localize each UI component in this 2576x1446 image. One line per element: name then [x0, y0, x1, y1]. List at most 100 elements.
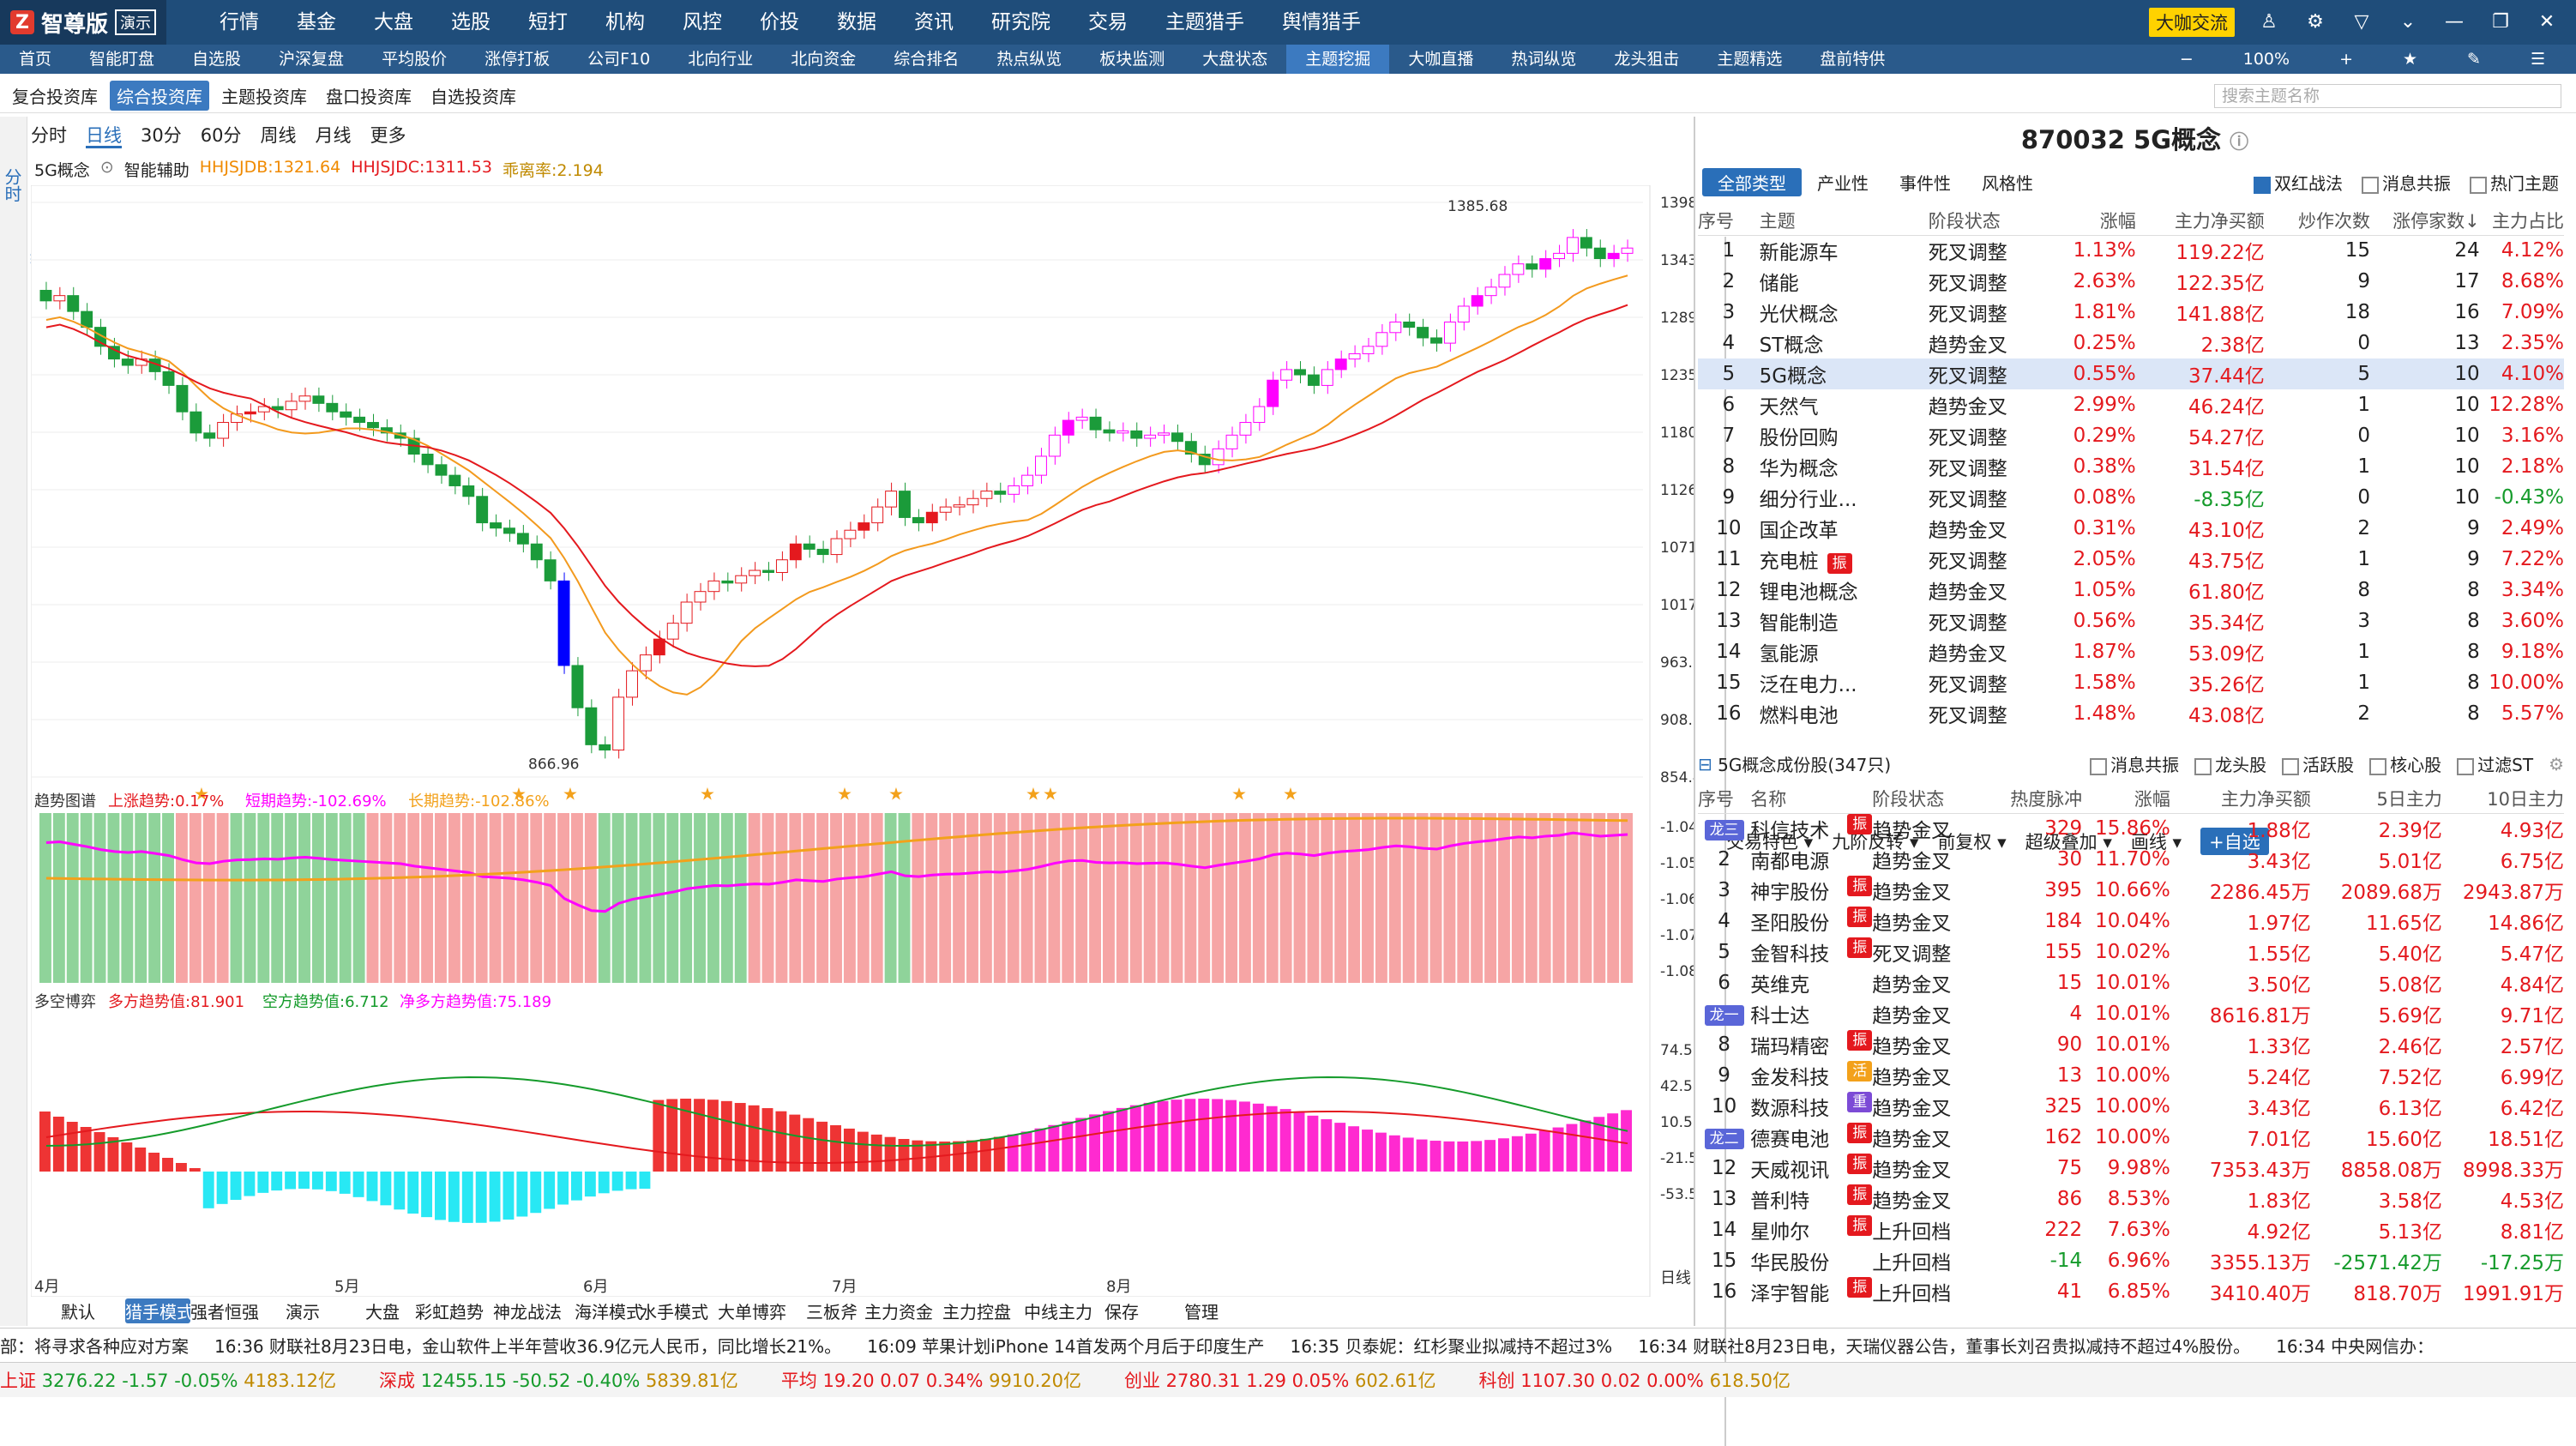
tab-item[interactable]: 沪深复盘: [279, 50, 345, 69]
index-quote[interactable]: 创业 2780.31 1.29 0.05% 602.61亿: [1123, 1371, 1436, 1391]
mode-tab[interactable]: 主力资金: [864, 1301, 933, 1322]
kline-chart[interactable]: 1398.18 1343.80 1289.43 1235.06 1180.69 1126.…: [31, 185, 1694, 1297]
theme-row[interactable]: 3 光伏概念 死叉调整 1.81% 141.88亿 18 16 7.09%: [1698, 297, 2564, 328]
period-tab[interactable]: 日线: [86, 125, 122, 148]
mode-tab[interactable]: 默认: [61, 1301, 95, 1322]
skin-icon[interactable]: ▽: [2354, 11, 2369, 33]
tab-item[interactable]: 北向资金: [791, 50, 857, 69]
tab-item[interactable]: 大盘状态: [1202, 50, 1268, 69]
pen-icon[interactable]: ✎: [2467, 50, 2481, 69]
restore-icon[interactable]: ❐: [2492, 11, 2509, 33]
menu-item[interactable]: 短打: [528, 11, 569, 33]
stock-col-header[interactable]: 涨幅: [2082, 784, 2170, 814]
theme-row[interactable]: 9 细分行业... 死叉调整 0.08% -8.35亿 0 10 -0.43%: [1698, 482, 2564, 513]
stock-col-header[interactable]: 10日主力: [2441, 784, 2564, 814]
menu-item[interactable]: 资讯: [914, 11, 954, 33]
theme-col-header[interactable]: 主题: [1759, 206, 1929, 236]
news-item[interactable]: 16:35 贝泰妮：红杉聚业拟减持不超过3%: [1290, 1336, 1613, 1357]
stock-name[interactable]: 德赛电池振: [1750, 1122, 1873, 1153]
close-icon[interactable]: ✕: [2538, 11, 2555, 33]
mode-tab[interactable]: 保存: [1104, 1301, 1139, 1322]
menu-item[interactable]: 机构: [605, 11, 646, 33]
stock-row[interactable]: 4 圣阳股份振趋势金叉 184 10.04% 1.97亿 11.65亿 14.86亿: [1698, 906, 2564, 937]
dropdown-icon[interactable]: ⌄: [2399, 11, 2417, 33]
tab-item[interactable]: 公司F10: [587, 50, 651, 69]
chart-tool[interactable]: 前复权 ▾: [1937, 832, 2007, 853]
menu-item[interactable]: 大盘: [374, 11, 414, 33]
menu-item[interactable]: 选股: [451, 11, 491, 33]
period-tab[interactable]: 更多: [370, 125, 406, 146]
mode-tab[interactable]: 猎手模式: [125, 1298, 194, 1323]
menu-item[interactable]: 基金: [297, 11, 337, 33]
stock-row[interactable]: 5 金智科技振死叉调整 155 10.02% 1.55亿 5.40亿 5.47亿: [1698, 937, 2564, 967]
theme-search-input[interactable]: 搜索主题名称: [2214, 84, 2561, 108]
stock-row[interactable]: 15 华民股份 上升回档 -14 6.96% 3355.13万 -2571.42万 -17.2…: [1698, 1245, 2564, 1276]
stock-name[interactable]: 神宇股份振: [1750, 875, 1873, 906]
stock-name[interactable]: 南都电源: [1750, 851, 1830, 873]
stock-row[interactable]: 2 南都电源 趋势金叉 30 11.70% 3.43亿 5.01亿 6.75亿: [1698, 844, 2564, 875]
stock-row[interactable]: 9 金发科技活趋势金叉 13 10.00% 5.24亿 7.52亿 6.99亿: [1698, 1060, 2564, 1091]
news-item[interactable]: 部：将寻求各种应对方案: [0, 1336, 189, 1357]
exchange-button[interactable]: 大咖交流: [2149, 8, 2235, 37]
news-ticker[interactable]: 部：将寻求各种应对方案 16:36 财联社8月23日电，金山软件上半年营收36.9…: [0, 1328, 2576, 1362]
add-watch-button[interactable]: +自选: [2200, 828, 2269, 855]
period-tab[interactable]: 周线: [260, 125, 297, 146]
mode-tab[interactable]: 水手模式: [640, 1301, 708, 1322]
stock-name[interactable]: 星帅尔振: [1750, 1214, 1873, 1245]
stock-name[interactable]: 普利特振: [1750, 1184, 1873, 1214]
library-tab[interactable]: 复合投资库: [12, 87, 98, 107]
mode-tab[interactable]: 彩虹趋势: [415, 1301, 484, 1322]
theme-row[interactable]: 1 新能源车 死叉调整 1.13% 119.22亿 15 24 4.12%: [1698, 235, 2564, 266]
zoom-in-icon[interactable]: +: [2339, 50, 2353, 69]
theme-row[interactable]: 13 智能制造 死叉调整 0.56% 35.34亿 3 8 3.60%: [1698, 606, 2564, 636]
news-item[interactable]: 16:34 财联社8月23日电，天瑞仪器公告，董事长刘召贵拟减持不超过4%股份。: [1638, 1336, 2251, 1357]
news-item[interactable]: 16:34 中央网信办：: [2276, 1336, 2435, 1357]
stock-row[interactable]: 12 天威视讯振趋势金叉 75 9.98% 7353.43万 8858.08万 8998.3…: [1698, 1153, 2564, 1184]
stock-row[interactable]: 13 普利特振趋势金叉 86 8.53% 1.83亿 3.58亿 4.53亿: [1698, 1184, 2564, 1214]
menu-icon[interactable]: ☰: [2530, 50, 2545, 69]
theme-type-tab[interactable]: 事件性: [1899, 173, 1951, 194]
minimize-icon[interactable]: —: [2445, 11, 2464, 33]
theme-filter-check[interactable]: 热门主题: [2470, 170, 2559, 195]
chart-tool[interactable]: 超级叠加 ▾: [2025, 832, 2112, 853]
app-logo[interactable]: Z 智尊版 演示: [0, 0, 167, 45]
tab-item[interactable]: 涨停打板: [485, 50, 551, 69]
menu-item[interactable]: 研究院: [991, 11, 1051, 33]
menu-item[interactable]: 价投: [760, 11, 800, 33]
tab-item[interactable]: 北向行业: [688, 50, 754, 69]
theme-col-header[interactable]: 阶段状态: [1928, 206, 2042, 236]
assist-label[interactable]: 智能辅助: [123, 161, 190, 180]
tab-item[interactable]: 盘前特供: [1820, 50, 1886, 69]
stock-filter-check[interactable]: 龙头股: [2194, 751, 2266, 776]
star-icon[interactable]: ★: [2402, 50, 2418, 69]
library-tab[interactable]: 盘口投资库: [326, 87, 412, 107]
chart-tool[interactable]: 画线 ▾: [2130, 832, 2182, 853]
stock-row[interactable]: 16 泽宇智能振上升回档 41 6.85% 3410.40万 818.70万 1991.91…: [1698, 1276, 2564, 1307]
period-tab[interactable]: 月线: [315, 125, 352, 146]
stock-row[interactable]: 6 英维克 趋势金叉 15 10.01% 3.50亿 5.08亿 4.84亿: [1698, 967, 2564, 998]
stock-col-header[interactable]: 5日主力: [2310, 784, 2442, 814]
theme-row[interactable]: 15 泛在电力... 死叉调整 1.58% 35.26亿 1 8 10.00%: [1698, 667, 2564, 698]
settings-icon[interactable]: ⚙: [2307, 11, 2324, 33]
library-tab[interactable]: 主题投资库: [221, 87, 307, 107]
mode-tab[interactable]: 演示: [286, 1301, 320, 1322]
tab-item[interactable]: 板块监测: [1099, 50, 1165, 69]
menu-item[interactable]: 主题猎手: [1165, 11, 1245, 33]
stock-col-header[interactable]: 名称: [1750, 784, 1873, 814]
theme-col-header[interactable]: 涨停家数↓: [2370, 206, 2480, 236]
stock-filter-check[interactable]: 消息共振: [2090, 751, 2179, 776]
mode-tab[interactable]: 神龙战法: [493, 1301, 562, 1322]
theme-col-header[interactable]: 序号: [1698, 206, 1760, 236]
theme-type-tab[interactable]: 全部类型: [1702, 168, 1802, 196]
mode-tab[interactable]: 中线主力: [1024, 1301, 1092, 1322]
theme-filter-check[interactable]: 消息共振: [2362, 170, 2451, 195]
mode-tab[interactable]: 管理: [1184, 1301, 1219, 1322]
stock-name[interactable]: 数源科技重: [1750, 1091, 1873, 1122]
theme-row[interactable]: 4 ST概念 趋势金叉 0.25% 2.38亿 0 13 2.35%: [1698, 328, 2564, 358]
stock-name[interactable]: 科信技术振: [1750, 813, 1873, 844]
zoom-out-icon[interactable]: −: [2179, 50, 2194, 69]
theme-row[interactable]: 11 充电桩振死叉调整 2.05% 43.75亿 1 9 7.22%: [1698, 544, 2564, 575]
index-quote[interactable]: 科创 1107.30 0.02 0.00% 618.50亿: [1478, 1371, 1791, 1391]
stock-name[interactable]: 圣阳股份振: [1750, 906, 1873, 937]
stock-row[interactable]: 3 神宇股份振趋势金叉 395 10.66% 2286.45万 2089.68万 2943.…: [1698, 875, 2564, 906]
